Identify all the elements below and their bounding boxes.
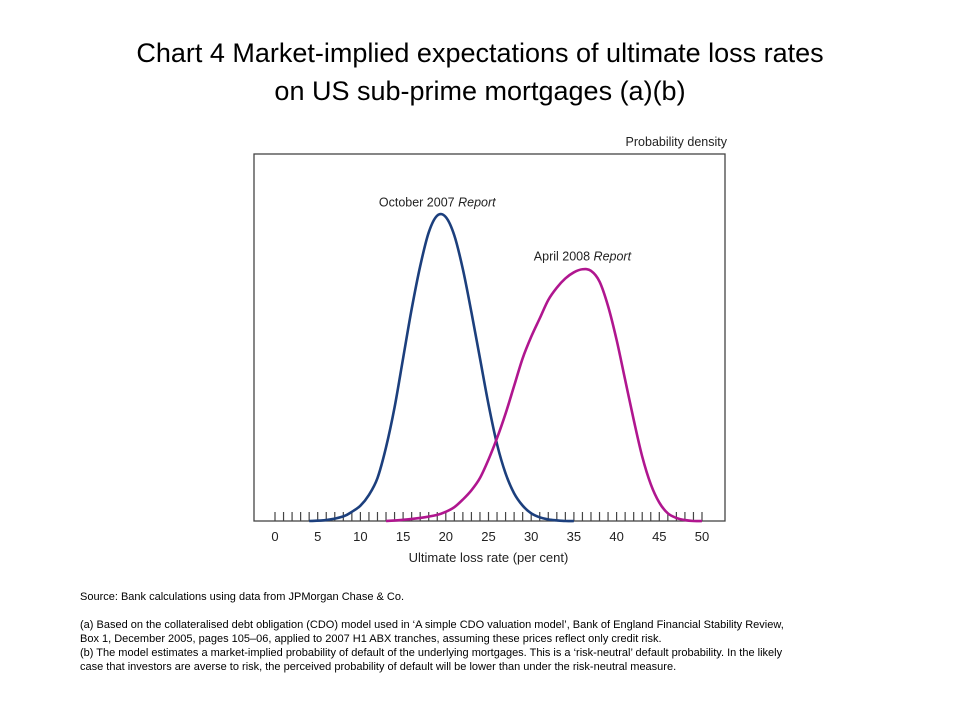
y-axis-label: Probability density [626,135,728,149]
series-line-1 [309,212,574,523]
chart-title: Chart 4 Market-implied expectations of u… [0,34,960,110]
x-tick-label: 15 [396,529,410,544]
footnote-a: (a) Based on the collateralised debt obl… [80,619,784,645]
source-note: Source: Bank calculations using data fro… [80,591,405,603]
loss-rate-chart: Probability density 0 5 10 15 20 25 30 35 40 45 50 U… [253,135,728,565]
series-annotation-2: April 2008 Report [534,249,632,263]
x-tick-label: 45 [652,529,666,544]
x-tick-label: 30 [524,529,538,544]
chart-title-line-2: on US sub-prime mortgages (a)(b) [274,76,686,106]
series-line-2 [385,267,703,523]
footnote-b: (b) The model estimates a market-implied… [80,647,783,673]
x-tick-label: 20 [439,529,453,544]
plot-frame [253,153,726,522]
x-tick-label: 25 [481,529,495,544]
series-annotation-1: October 2007 Report [379,196,496,210]
x-tick-label: 5 [314,529,321,544]
chart-notes: Source: Bank calculations using data fro… [80,590,800,674]
chart-title-line-1: Chart 4 Market-implied expectations of u… [136,38,824,68]
x-tick-label: 35 [567,529,581,544]
x-axis-label: Ultimate loss rate (per cent) [409,550,569,565]
x-tick-label: 40 [609,529,623,544]
x-tick-label: 10 [353,529,367,544]
x-tick-label: 50 [695,529,709,544]
x-tick-label: 0 [271,529,278,544]
